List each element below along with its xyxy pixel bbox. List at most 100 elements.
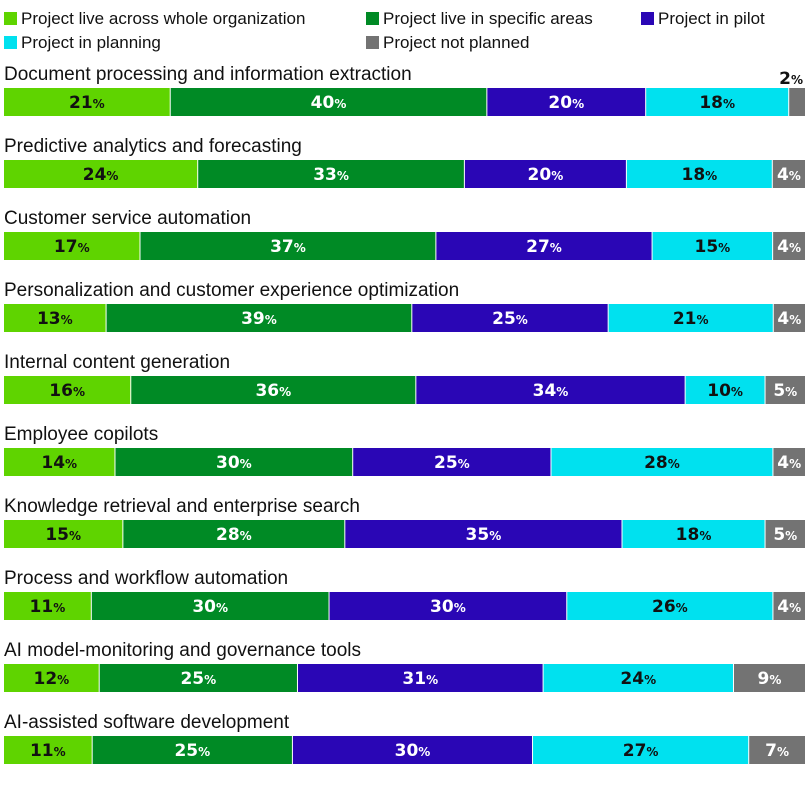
data-label: 13% — [37, 309, 73, 329]
bar-segment — [533, 736, 749, 764]
legend-label: Project in pilot — [658, 9, 765, 28]
legend-label: Project not planned — [383, 33, 530, 52]
bar-segment — [4, 736, 92, 764]
legend-swatch — [641, 12, 654, 25]
bar-segment — [345, 520, 622, 548]
data-label: 11% — [30, 597, 66, 617]
bar-segment — [123, 520, 345, 548]
data-label: 20% — [548, 93, 584, 113]
bar-segment — [4, 88, 170, 116]
data-label: 30% — [395, 741, 431, 761]
data-label: 7% — [765, 741, 789, 761]
bar-segment — [329, 592, 567, 620]
data-label: 21% — [673, 309, 709, 329]
category-label: Knowledge retrieval and enterprise searc… — [4, 496, 360, 517]
data-label: 4% — [777, 597, 801, 617]
bar-segment — [4, 160, 198, 188]
bar-segment — [115, 448, 353, 476]
data-label: 15% — [45, 525, 81, 545]
data-label: 24% — [620, 669, 656, 689]
data-label: 16% — [49, 381, 85, 401]
bar-segment — [773, 592, 805, 620]
data-label: 31% — [402, 669, 438, 689]
bar-row: Personalization and customer experience … — [4, 280, 805, 332]
bar-segment — [567, 592, 773, 620]
bar-row: Predictive analytics and forecasting 24% 3… — [4, 136, 805, 188]
bar-row: AI-assisted software development 11% 25% 30… — [4, 712, 805, 764]
data-label: 25% — [434, 453, 470, 473]
data-label: 17% — [54, 237, 90, 257]
bar-segment — [626, 160, 772, 188]
bar-segment — [4, 448, 115, 476]
data-label: 30% — [216, 453, 252, 473]
bar-segment — [131, 376, 416, 404]
bar-row: Internal content generation 16% 36% 34% 10% 5… — [4, 352, 805, 404]
data-label: 33% — [313, 165, 349, 185]
bar-segment — [140, 232, 436, 260]
bar-segment — [198, 160, 464, 188]
data-label: 27% — [623, 741, 659, 761]
data-label: 10% — [707, 381, 743, 401]
data-label: 4% — [777, 309, 801, 329]
bar-segment — [436, 232, 652, 260]
bar-segment — [353, 448, 551, 476]
data-label: 26% — [652, 597, 688, 617]
bar-segment — [551, 448, 773, 476]
data-label: 9% — [758, 669, 782, 689]
bar-segment — [765, 520, 805, 548]
data-label: 2% — [779, 69, 803, 89]
bar-segment — [170, 88, 487, 116]
data-label: 15% — [694, 237, 730, 257]
bar-row: Employee copilots 14% 30% 25% 28% 4% — [4, 424, 805, 476]
bar-segment — [487, 88, 646, 116]
legend-item: Project in pilot — [641, 9, 765, 28]
category-label: Process and workflow automation — [4, 568, 288, 589]
data-label: 36% — [255, 381, 291, 401]
bar-row: Document processing and information extr… — [4, 64, 805, 116]
bar-segment — [4, 232, 140, 260]
data-label: 11% — [30, 741, 66, 761]
legend-item: Project in planning — [4, 33, 161, 52]
category-label: AI-assisted software development — [4, 712, 290, 733]
bar-segment — [765, 376, 805, 404]
data-label: 28% — [644, 453, 680, 473]
data-label: 37% — [270, 237, 306, 257]
data-label: 39% — [241, 309, 277, 329]
bar-segment — [92, 736, 292, 764]
category-label: Document processing and information extr… — [4, 64, 412, 85]
bar-segment — [608, 304, 773, 332]
data-label: 18% — [676, 525, 712, 545]
data-label: 25% — [492, 309, 528, 329]
data-label: 40% — [311, 93, 347, 113]
legend-swatch — [366, 36, 379, 49]
bar-segment — [773, 304, 805, 332]
bar-segment — [91, 592, 329, 620]
bar-segment — [4, 520, 123, 548]
category-label: Employee copilots — [4, 424, 158, 445]
bar-segment — [4, 664, 99, 692]
bar-segment — [646, 88, 789, 116]
bar-segment — [543, 664, 733, 692]
data-label: 34% — [533, 381, 569, 401]
bar-segment — [4, 376, 131, 404]
legend-label: Project live in specific areas — [383, 9, 593, 28]
bar-segment — [297, 664, 543, 692]
bar-segment — [652, 232, 773, 260]
data-label: 30% — [430, 597, 466, 617]
bar-segment — [622, 520, 765, 548]
data-label: 28% — [216, 525, 252, 545]
category-label: Customer service automation — [4, 208, 251, 229]
bar-segment — [4, 592, 91, 620]
bar-segment — [106, 304, 412, 332]
bar-segment — [99, 664, 297, 692]
bar-segment — [685, 376, 765, 404]
data-label: 18% — [699, 93, 735, 113]
bar-segment — [733, 664, 805, 692]
category-label: AI model-monitoring and governance tools — [4, 640, 361, 661]
data-label: 30% — [192, 597, 228, 617]
data-label: 14% — [41, 453, 77, 473]
bar-segment — [773, 448, 805, 476]
legend-item: Project not planned — [366, 33, 530, 52]
bar-segment — [412, 304, 608, 332]
